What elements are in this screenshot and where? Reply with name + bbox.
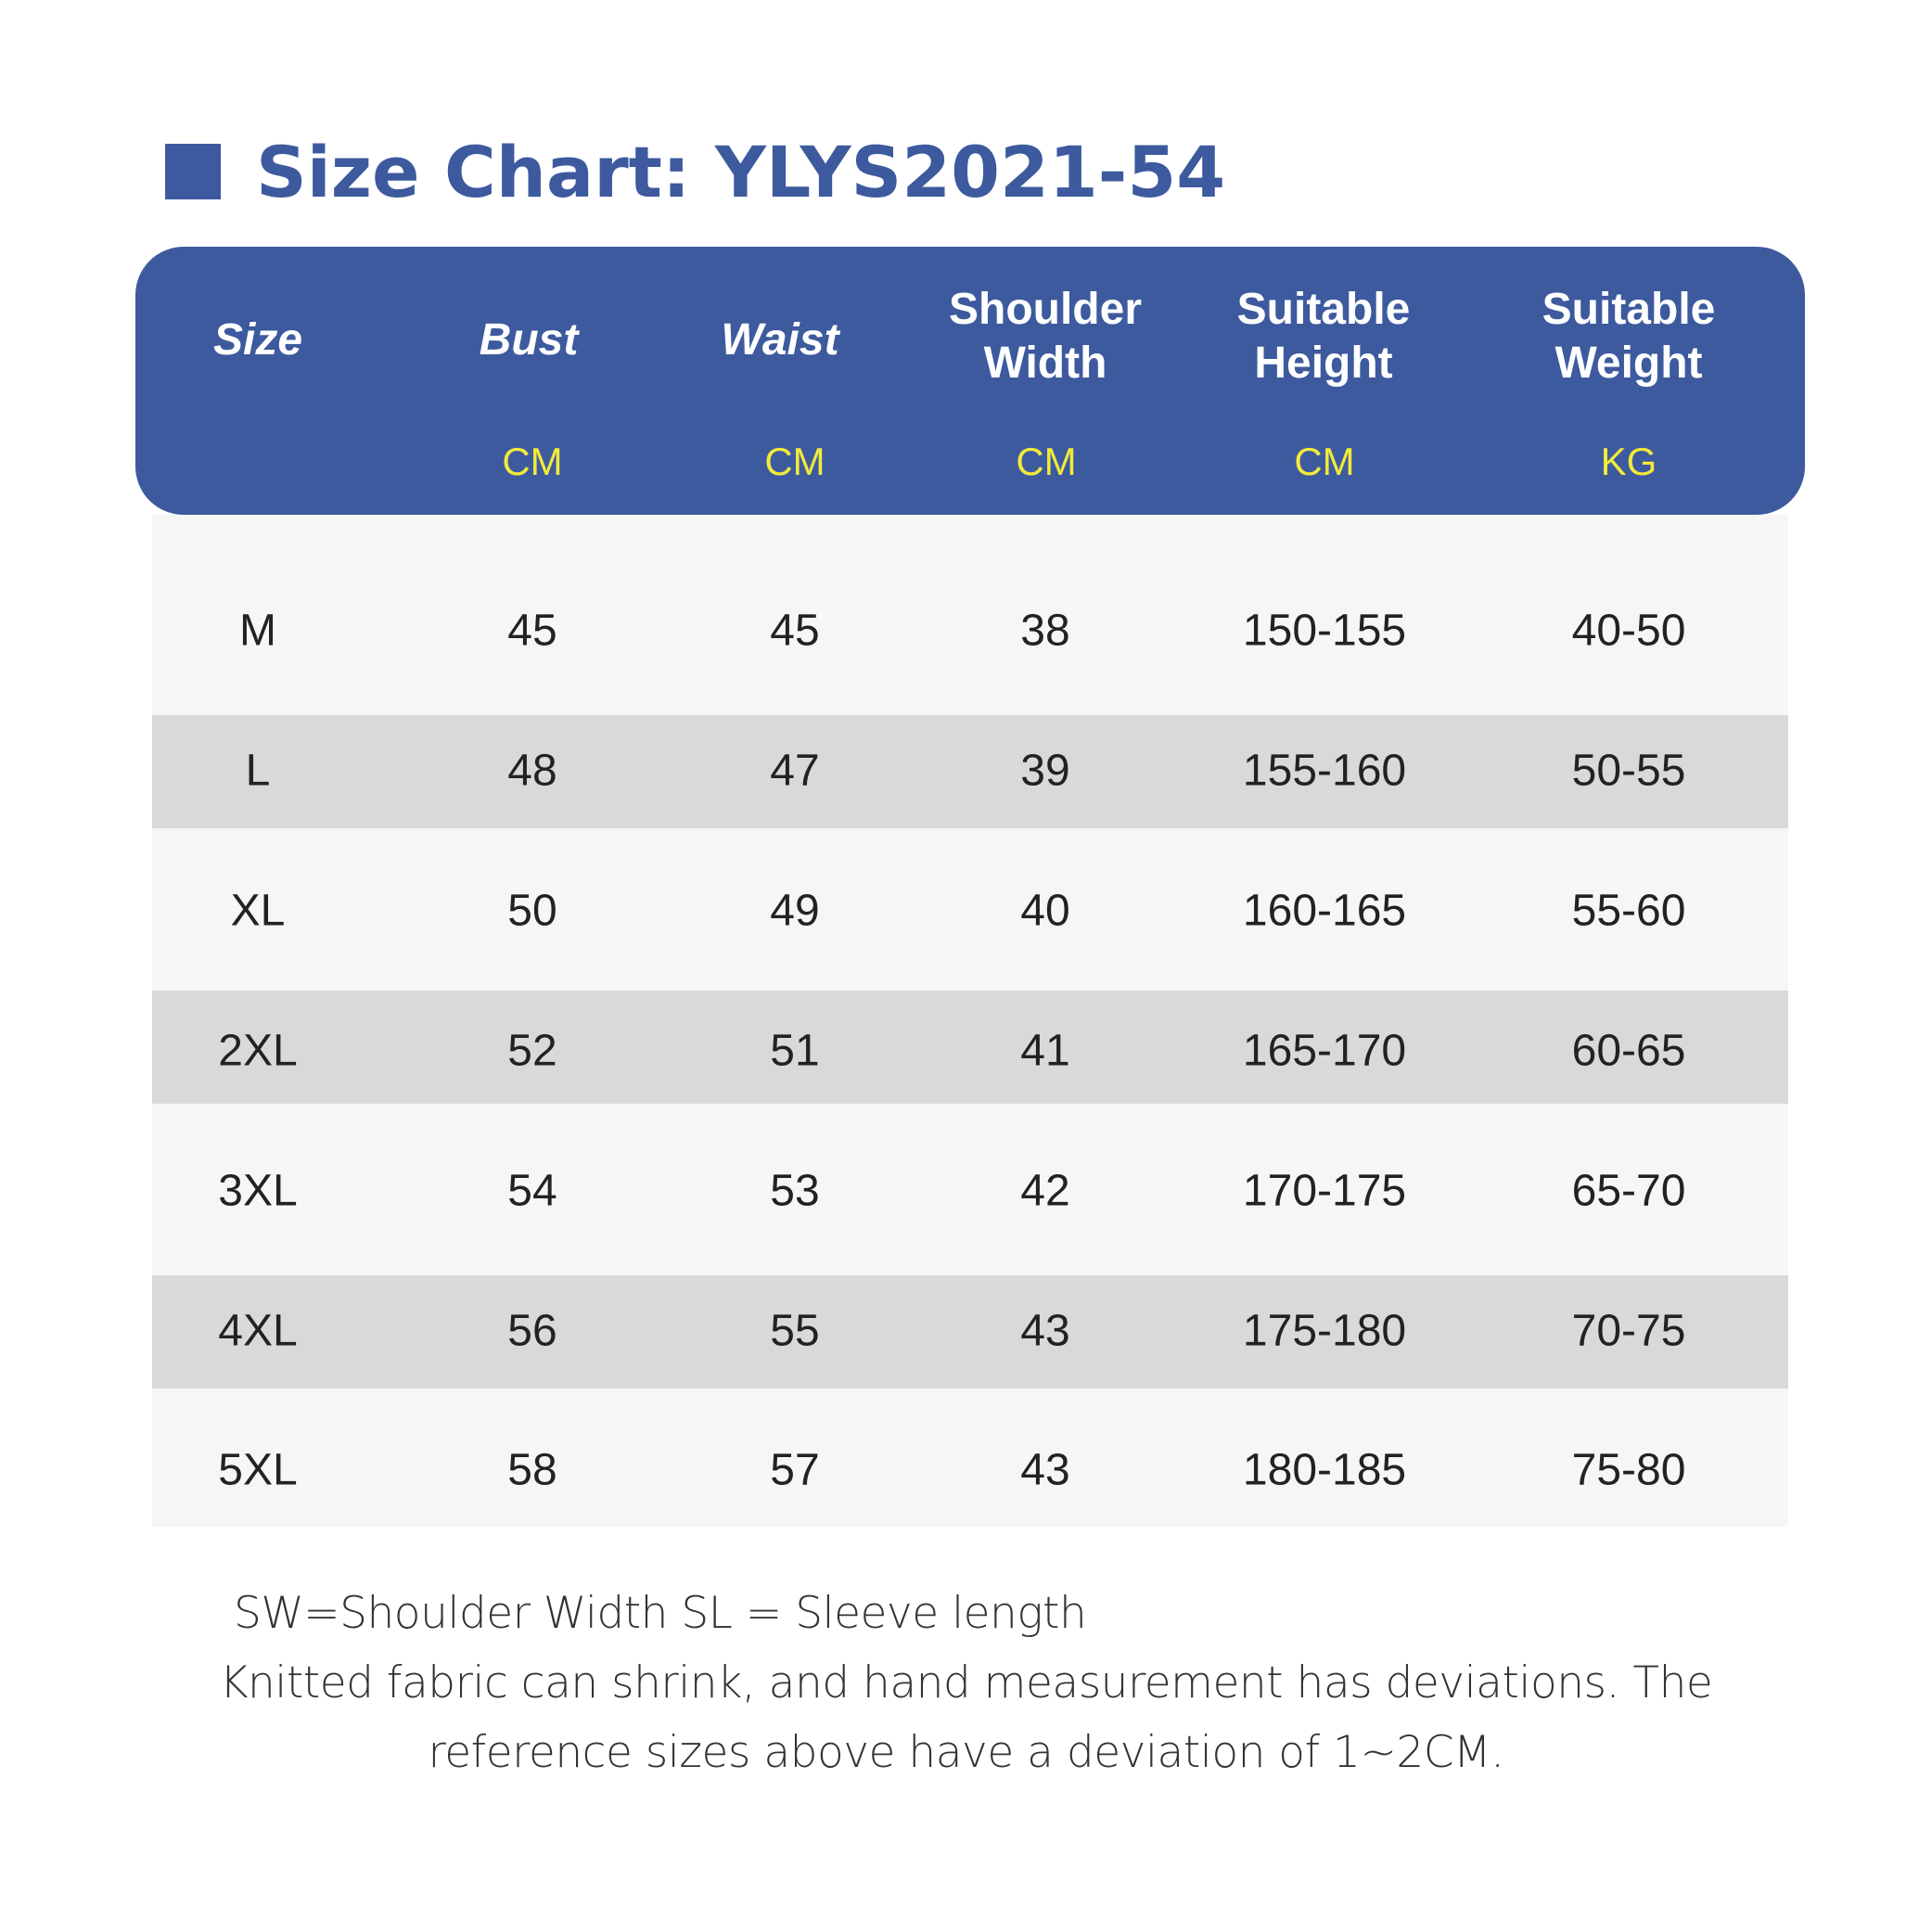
cell-bust: 56 xyxy=(507,1306,557,1356)
unit-shoulder-width: CM xyxy=(1016,440,1077,483)
cell-waist: 45 xyxy=(770,606,820,656)
note-deviation-line1: Knitted fabric can shrink, and hand meas… xyxy=(219,1657,1713,1708)
header-suitable-weight-line1: Suitable xyxy=(1542,285,1716,334)
cell-suitable-height: 150-155 xyxy=(1242,606,1407,656)
table-row xyxy=(152,991,1788,1104)
cell-suitable-height: 180-185 xyxy=(1242,1445,1407,1495)
cell-suitable-weight: 65-70 xyxy=(1571,1166,1686,1216)
header-suitable-weight-line2: Weight xyxy=(1555,339,1703,388)
table-row xyxy=(152,828,1788,991)
cell-shoulder-width: 43 xyxy=(1020,1445,1070,1495)
cell-shoulder-width: 39 xyxy=(1020,746,1070,796)
header-shoulder-width-line1: Shoulder xyxy=(948,285,1143,334)
cell-suitable-weight: 75-80 xyxy=(1571,1445,1686,1495)
table-header xyxy=(135,247,1805,515)
cell-bust: 50 xyxy=(507,886,557,936)
cell-suitable-weight: 70-75 xyxy=(1571,1306,1686,1356)
table-row xyxy=(152,1388,1788,1527)
cell-shoulder-width: 43 xyxy=(1020,1306,1070,1356)
cell-bust: 48 xyxy=(507,746,557,796)
cell-bust: 54 xyxy=(507,1166,557,1216)
cell-suitable-height: 165-170 xyxy=(1242,1026,1407,1076)
cell-waist: 57 xyxy=(770,1445,820,1495)
cell-suitable-height: 170-175 xyxy=(1242,1166,1407,1216)
header-suitable-weight: Suitable Weight xyxy=(1542,283,1716,390)
table-row xyxy=(152,1104,1788,1275)
unit-waist: CM xyxy=(764,440,825,483)
cell-suitable-height: 175-180 xyxy=(1242,1306,1407,1356)
cell-shoulder-width: 38 xyxy=(1020,606,1070,656)
cell-size: 5XL xyxy=(218,1445,298,1495)
header-waist: Waist xyxy=(721,315,839,365)
note-deviation-line2: reference sizes above have a deviation o… xyxy=(428,1727,1504,1778)
header-shoulder-width-line2: Width xyxy=(983,339,1107,388)
title-square-icon xyxy=(165,144,221,199)
cell-suitable-height: 160-165 xyxy=(1242,886,1407,936)
table-row xyxy=(152,715,1788,828)
cell-waist: 55 xyxy=(770,1306,820,1356)
cell-suitable-weight: 60-65 xyxy=(1571,1026,1686,1076)
cell-waist: 53 xyxy=(770,1166,820,1216)
note-abbreviations: SW=Shoulder Width SL = Sleeve length xyxy=(234,1588,1087,1639)
cell-suitable-weight: 40-50 xyxy=(1571,606,1686,656)
cell-suitable-height: 155-160 xyxy=(1242,746,1407,796)
unit-suitable-weight: KG xyxy=(1600,440,1657,483)
header-shoulder-width: Shoulder Width xyxy=(949,283,1142,390)
cell-bust: 58 xyxy=(507,1445,557,1495)
header-suitable-height-line2: Height xyxy=(1254,339,1393,388)
cell-waist: 51 xyxy=(770,1026,820,1076)
cell-waist: 49 xyxy=(770,886,820,936)
cell-shoulder-width: 42 xyxy=(1020,1166,1070,1216)
unit-suitable-height: CM xyxy=(1294,440,1355,483)
header-bust: Bust xyxy=(479,315,579,365)
cell-bust: 45 xyxy=(507,606,557,656)
cell-shoulder-width: 40 xyxy=(1020,886,1070,936)
cell-size: 2XL xyxy=(218,1026,298,1076)
unit-bust: CM xyxy=(502,440,563,483)
cell-bust: 52 xyxy=(507,1026,557,1076)
cell-suitable-weight: 55-60 xyxy=(1571,886,1686,936)
page-title-block: Size Chart: YLYS2021-54 xyxy=(165,130,1225,213)
header-suitable-height-line1: Suitable xyxy=(1236,285,1411,334)
cell-size: M xyxy=(239,606,276,656)
table-row xyxy=(152,515,1788,715)
cell-size: 3XL xyxy=(218,1166,298,1216)
cell-shoulder-width: 41 xyxy=(1020,1026,1070,1076)
header-suitable-height: Suitable Height xyxy=(1237,283,1411,390)
header-size: Size xyxy=(212,315,303,365)
cell-waist: 47 xyxy=(770,746,820,796)
cell-size: 4XL xyxy=(218,1306,298,1356)
cell-size: L xyxy=(245,746,271,796)
cell-suitable-weight: 50-55 xyxy=(1571,746,1686,796)
cell-size: XL xyxy=(230,886,286,936)
page-title: Size Chart: YLYS2021-54 xyxy=(256,130,1226,213)
table-row xyxy=(152,1275,1788,1388)
